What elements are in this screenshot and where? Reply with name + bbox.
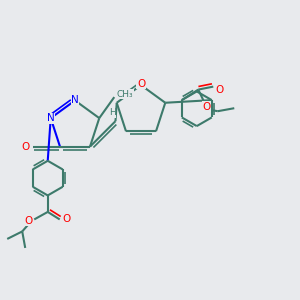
Text: CH₃: CH₃ [116, 90, 133, 99]
Text: N: N [71, 95, 79, 106]
Text: O: O [62, 214, 70, 224]
Text: O: O [25, 216, 33, 226]
Text: O: O [137, 79, 145, 88]
Text: O: O [21, 142, 30, 152]
Text: N: N [47, 113, 55, 123]
Text: H: H [109, 108, 116, 117]
Text: O: O [216, 85, 224, 95]
Text: O: O [202, 102, 211, 112]
